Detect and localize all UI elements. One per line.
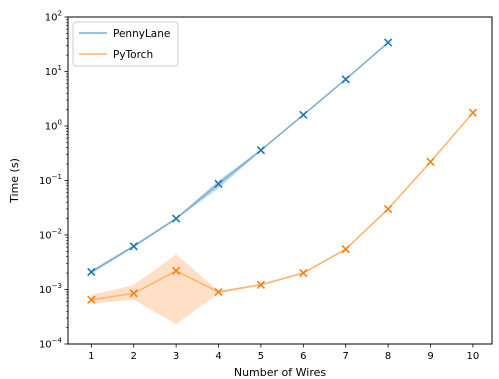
x-tick-label: 5 (258, 351, 264, 362)
pytorch-point (171, 266, 181, 276)
x-axis-label: Number of Wires (234, 366, 327, 379)
pytorch-line (91, 112, 474, 301)
legend: PennyLane PyTorch (72, 21, 179, 67)
legend-pytorch-label: PyTorch (113, 49, 153, 61)
pytorch-band (91, 112, 473, 325)
y-tick-label: 10−2 (39, 228, 62, 242)
y-tick-label: 101 (45, 64, 62, 78)
pennylane-line (90, 41, 389, 273)
pytorch-point (426, 157, 435, 167)
y-tick-label: 102 (45, 10, 62, 24)
legend-pennylane-label: PennyLane (113, 28, 170, 40)
pennylane-point (171, 214, 181, 223)
pytorch-point (87, 295, 96, 304)
y-tick-label: 10−4 (39, 337, 63, 351)
x-tick-label: 8 (385, 351, 391, 362)
pennylane-point (256, 146, 266, 155)
pennylane-point (299, 110, 308, 120)
pytorch-point (341, 244, 350, 254)
y-tick-label: 10−1 (39, 173, 62, 187)
x-tick-label: 6 (300, 351, 306, 362)
pennylane-point (129, 242, 138, 251)
x-axis: 1 2 3 4 5 6 7 8 9 10 (88, 344, 479, 362)
pytorch-point (468, 108, 478, 117)
y-axis-label: Time (s) (8, 158, 21, 204)
y-tick-label: 10−3 (39, 282, 62, 296)
y-tick-label: 100 (45, 119, 62, 133)
pennylane-point (87, 267, 96, 277)
y-axis: 10−4 10−3 10−2 10−1 100 101 102 (39, 10, 68, 351)
pennylane-point (383, 38, 393, 47)
x-tick-label: 2 (131, 351, 137, 362)
pennylane-point (214, 179, 223, 188)
pennylane-point (341, 75, 350, 84)
x-tick-label: 9 (427, 351, 433, 362)
confidence-bands (91, 41, 473, 325)
x-tick-label: 10 (467, 351, 480, 362)
pytorch-point (214, 287, 223, 297)
pytorch-point (129, 289, 138, 298)
series-lines (90, 41, 474, 301)
x-tick-label: 1 (88, 351, 94, 362)
x-tick-label: 7 (343, 351, 349, 362)
series-markers (87, 38, 478, 304)
pytorch-point (383, 204, 393, 214)
pytorch-point (299, 268, 308, 278)
x-tick-label: 4 (215, 351, 221, 362)
pytorch-point (256, 280, 266, 289)
x-tick-label: 3 (173, 351, 179, 362)
